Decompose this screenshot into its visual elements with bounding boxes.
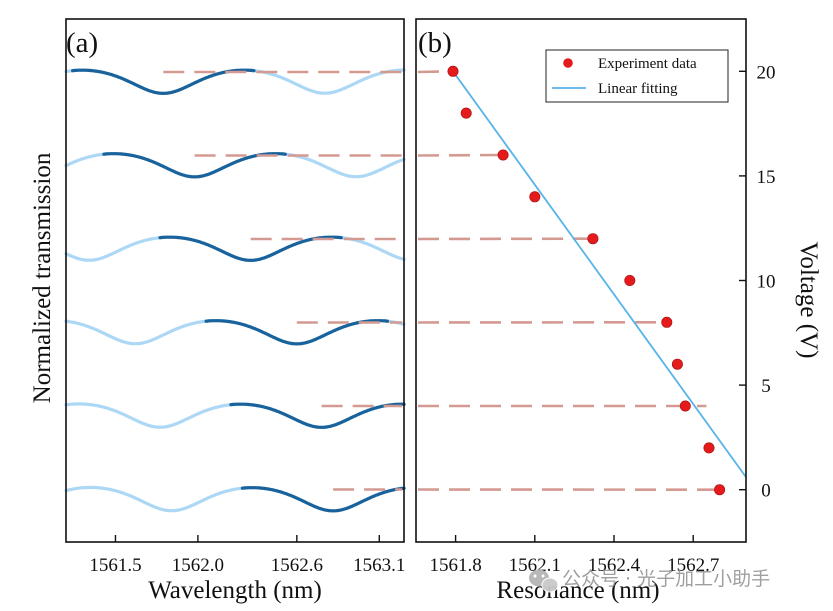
x-tick-label: 1562.4 [588, 555, 641, 576]
experiment-points [447, 65, 726, 496]
panel-a-y-axis-title: Normalized transmission [29, 152, 56, 403]
x-tick-label: 1562.7 [667, 555, 719, 576]
legend-label-experiment: Experiment data [598, 56, 697, 72]
panel-b-label: (b) [418, 27, 452, 59]
panel-b-x-axis-title: Resonance (nm) [496, 577, 659, 604]
legend-box [545, 49, 729, 103]
panel-b-x-ticks: 1561.8 1562.1 1562.4 1562.7 [429, 535, 719, 576]
tracked-resonance-segment [158, 235, 343, 263]
panel-a: 1561.5 1562.0 1562.6 1563.1 (a) Wavelength … [29, 18, 406, 604]
experiment-point [460, 107, 472, 119]
tracked-resonance-segment [229, 402, 406, 430]
tracked-resonance-segment [102, 152, 287, 179]
experiment-point [497, 149, 509, 161]
panel-b-y-ticks: 0 5 10 15 20 [739, 62, 776, 502]
wechat-icon [529, 569, 559, 593]
y-tick-label: 15 [757, 167, 776, 188]
legend-marker-experiment [563, 58, 573, 68]
panel-a-x-ticks: 1561.5 1562.0 1562.6 1563.1 [89, 535, 405, 576]
experiment-point [624, 274, 636, 286]
x-tick-label: 1563.1 [353, 555, 405, 576]
linear-fit-line [452, 70, 747, 478]
experiment-point [661, 316, 673, 328]
experiment-point [671, 358, 683, 370]
panel-a-x-axis-title: Wavelength (nm) [148, 577, 322, 604]
legend-label-fit: Linear fitting [598, 81, 678, 97]
transmission-trace [64, 152, 406, 179]
experiment-point [703, 442, 715, 454]
resonance-guide-lines [163, 70, 402, 491]
resonance-guide-extensions [417, 70, 725, 492]
resonance-guide-extension [417, 153, 504, 157]
experiment-point [714, 484, 726, 496]
experiment-point [529, 191, 541, 203]
transmission-traces [64, 68, 406, 513]
x-tick-label: 1561.8 [429, 555, 481, 576]
tracked-resonance-segment [71, 68, 256, 96]
x-tick-label: 1562.0 [172, 555, 224, 576]
panel-b: 1561.8 1562.1 1562.4 1562.7 0 5 10 15 20 (b) Re… [415, 18, 822, 604]
x-tick-label: 1561.5 [89, 555, 141, 576]
panel-a-label: (a) [66, 27, 98, 59]
y-tick-label: 10 [757, 272, 776, 293]
transmission-trace [64, 68, 406, 96]
experiment-point [447, 65, 459, 77]
y-tick-label: 20 [757, 62, 776, 83]
experiment-point [587, 233, 599, 245]
legend: Experiment data Linear fitting [545, 49, 729, 103]
y-tick-label: 0 [761, 481, 771, 502]
experiment-point [679, 400, 691, 412]
tracked-resonance-segment [204, 319, 390, 346]
y-tick-label: 5 [761, 376, 771, 397]
x-tick-label: 1562.6 [271, 555, 323, 576]
panel-a-frame [65, 18, 405, 543]
x-tick-label: 1562.1 [509, 555, 561, 576]
watermark: 公众号 · 光子加工小助手 [529, 568, 770, 593]
resonance-guide-extension [417, 70, 454, 74]
tracked-resonance-segment [240, 486, 406, 513]
panel-b-y-axis-title: Voltage (V) [795, 242, 822, 359]
watermark-text: 公众号 · 光子加工小助手 [562, 568, 770, 590]
